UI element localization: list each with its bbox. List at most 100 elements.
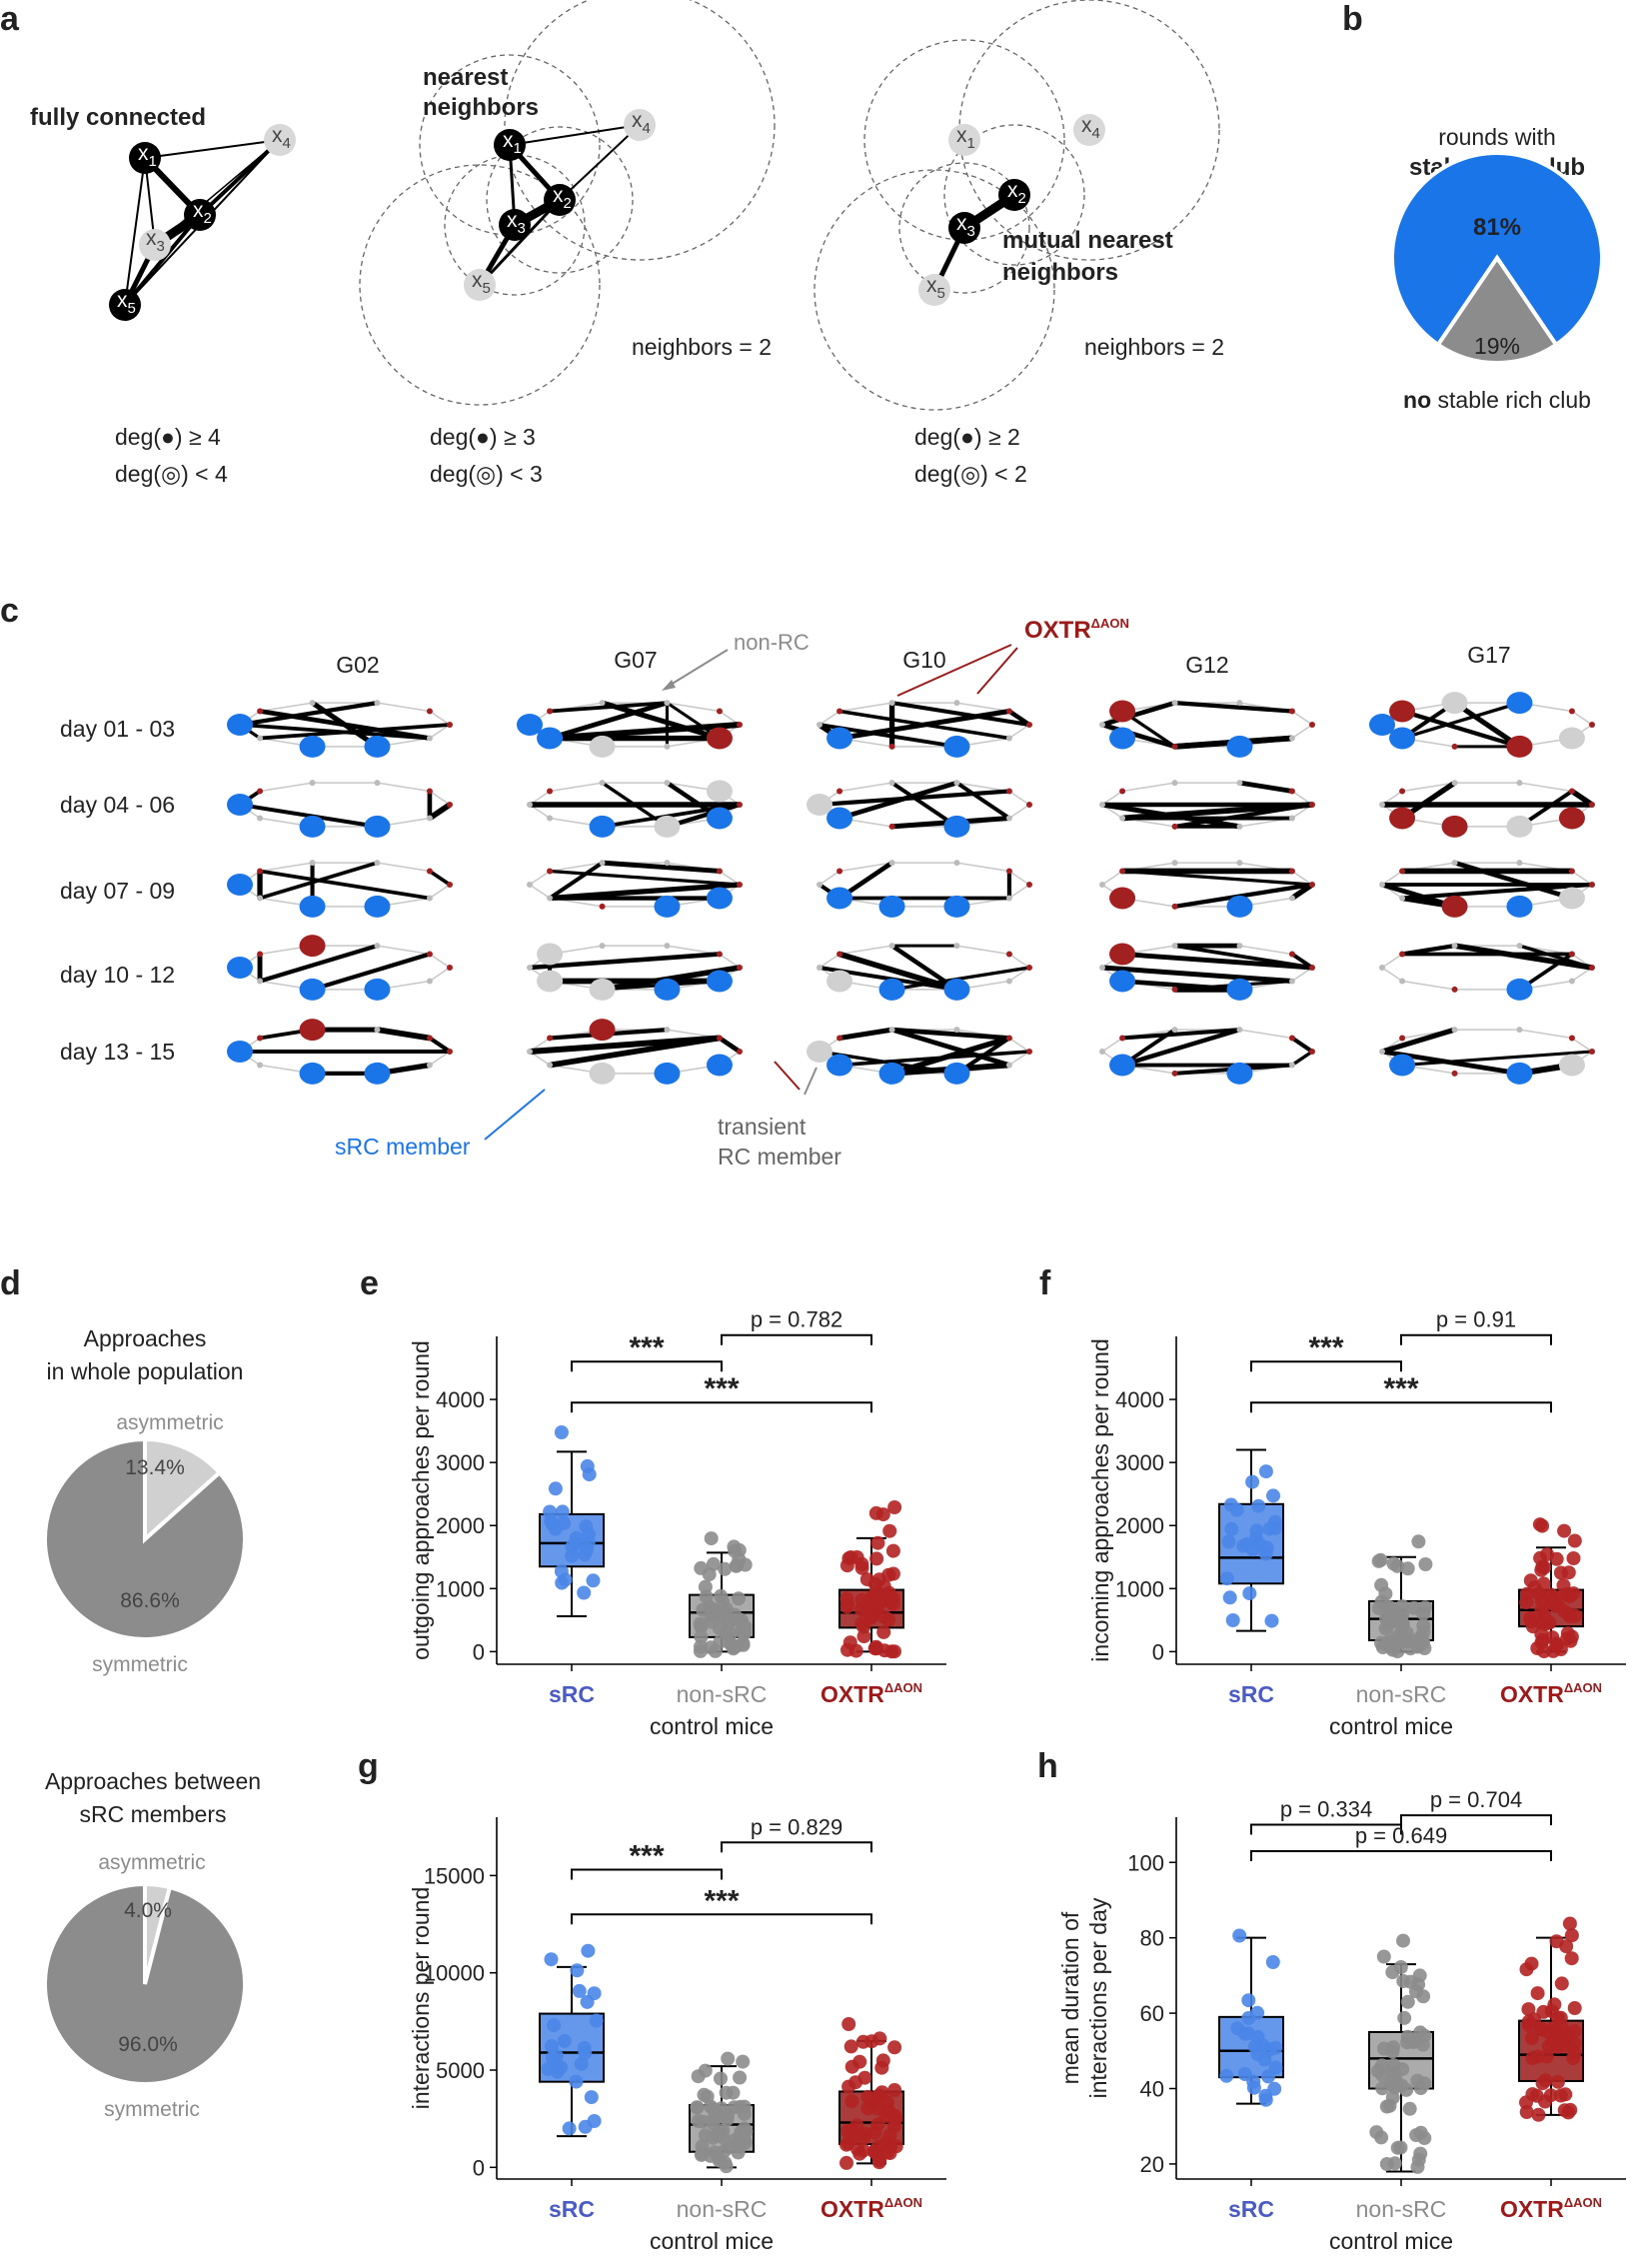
- significance-label: p = 0.91: [1436, 1307, 1516, 1332]
- node-x4: [624, 109, 656, 141]
- network-edge: [1121, 1027, 1241, 1068]
- data-point: [876, 1624, 891, 1639]
- small-node: [1451, 986, 1458, 993]
- data-point: [1534, 1602, 1549, 1617]
- small-node: [257, 708, 264, 715]
- group-title-g02: G02: [336, 652, 379, 678]
- data-point: [887, 2083, 902, 2097]
- pie-chart-b: [1390, 151, 1604, 365]
- data-point: [579, 1519, 594, 1534]
- data-point: [737, 2121, 752, 2136]
- significance-label: p = 0.649: [1355, 1823, 1447, 1848]
- significance-bracket: [721, 1333, 872, 1345]
- small-node: [664, 860, 671, 867]
- src-member-node: [943, 895, 970, 918]
- data-point: [844, 2094, 859, 2109]
- pie-d1-asym-pct: 13.4%: [125, 1456, 185, 1479]
- data-point: [857, 2070, 872, 2085]
- data-point: [738, 1557, 753, 1572]
- data-point: [1242, 1586, 1257, 1601]
- data-point: [839, 1599, 854, 1614]
- data-point: [854, 1616, 869, 1631]
- network-0-2: [227, 860, 453, 918]
- y-tick-label: 2000: [1115, 1513, 1164, 1538]
- panel-label-h: h: [1037, 1747, 1058, 1785]
- y-axis-label-2: interactions per day: [1085, 1897, 1111, 2098]
- x-tick-label: non-sRC: [1356, 1681, 1447, 1707]
- network-edge: [1401, 701, 1520, 741]
- small-node: [257, 951, 264, 958]
- pie-d1-sym-label: symmetric: [92, 1653, 188, 1676]
- small-node: [1516, 780, 1523, 787]
- significance-bracket: [1400, 1333, 1552, 1345]
- transient-rc-node: [589, 735, 616, 758]
- pie-d1-title-2: in whole population: [47, 1358, 244, 1384]
- network-edge: [376, 1027, 431, 1042]
- oxtr-arrow-1: [896, 644, 1012, 697]
- network-edge: [1174, 944, 1313, 970]
- data-point: [1551, 1598, 1566, 1613]
- data-point: [1417, 2076, 1432, 2091]
- small-node: [1288, 951, 1295, 958]
- transient-rc-node: [1558, 727, 1585, 750]
- network-edge: [1121, 979, 1240, 993]
- small-node: [953, 1027, 960, 1034]
- non-rc-arrow: [665, 649, 729, 689]
- data-point: [587, 2114, 602, 2128]
- small-node: [1099, 882, 1105, 888]
- small-node: [737, 882, 743, 888]
- data-point: [1416, 1624, 1431, 1639]
- data-point: [887, 2108, 902, 2123]
- y-axis-label: incoming approaches per round: [1087, 1338, 1113, 1661]
- oxtr-node: [1109, 943, 1136, 966]
- network-edge: [1290, 882, 1314, 901]
- small-node: [1119, 868, 1126, 875]
- network-edge: [718, 1036, 742, 1054]
- significance-bracket: [1250, 1823, 1402, 1835]
- annotation-transient-2: RC member: [718, 1143, 841, 1169]
- data-point: [1410, 2159, 1425, 2174]
- small-node: [1589, 965, 1595, 971]
- small-node: [257, 735, 264, 742]
- data-point: [1531, 1586, 1546, 1601]
- row-label-4: day 10 - 12: [60, 962, 175, 988]
- oxtr-arrow-2: [976, 647, 1018, 695]
- x-axis-label: control mice: [1329, 1713, 1453, 1739]
- oxtr-node: [299, 935, 326, 958]
- data-point: [1396, 1933, 1410, 1948]
- small-node: [1005, 868, 1012, 875]
- small-node: [1288, 735, 1295, 742]
- y-tick-label: 3000: [436, 1450, 485, 1475]
- panel-c: c G02 G07 G10 G12 G17 day 01 - 03 day 04…: [0, 592, 1595, 1169]
- small-node: [1005, 978, 1012, 985]
- small-node: [1005, 1035, 1012, 1042]
- network-1-1: [527, 780, 743, 838]
- data-point: [1371, 1600, 1386, 1615]
- data-point: [856, 2130, 871, 2145]
- oxtr-node: [706, 727, 733, 750]
- small-node: [1589, 882, 1595, 888]
- network-edge: [1121, 1028, 1240, 1041]
- network-edge: [549, 701, 668, 714]
- data-point: [724, 1636, 739, 1651]
- small-node: [836, 788, 843, 795]
- data-point: [548, 1481, 563, 1496]
- x-tick-label: non-sRC: [1356, 2196, 1447, 2222]
- box-oxtr: [1518, 1916, 1584, 2122]
- network-edge: [890, 1027, 1010, 1068]
- box-src: [539, 1425, 605, 1618]
- small-node: [447, 802, 453, 808]
- small-node: [447, 965, 453, 971]
- data-point: [572, 1983, 587, 1998]
- data-point: [1221, 1534, 1236, 1549]
- network-edge: [602, 860, 721, 874]
- src-member-node: [826, 1054, 853, 1077]
- small-node: [664, 943, 671, 950]
- data-point: [1546, 1643, 1561, 1658]
- network-edge: [1101, 965, 1293, 985]
- small-node: [1026, 965, 1032, 971]
- box-oxtr: [838, 2017, 904, 2170]
- data-point: [1261, 2069, 1275, 2084]
- small-node: [257, 815, 264, 822]
